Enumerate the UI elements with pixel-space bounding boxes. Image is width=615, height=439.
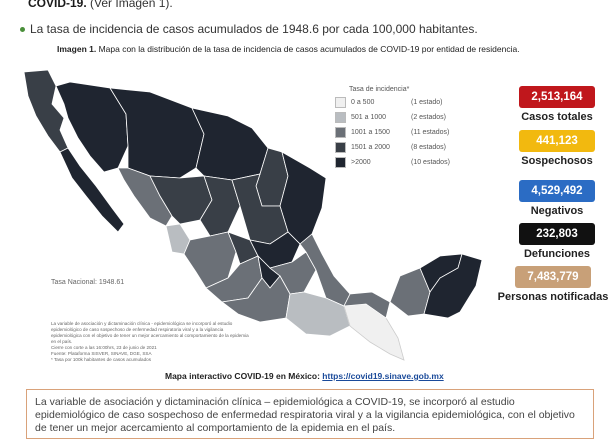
- legend-item: 501 a 1000 (2 estados): [335, 110, 450, 125]
- legend-swatch: [335, 97, 346, 108]
- legend-count: (2 estados): [411, 114, 447, 121]
- mexico-incidence-map: [23, 69, 483, 361]
- legend-range: 0 a 500: [351, 99, 375, 106]
- legend-range: 1001 a 1500: [351, 129, 390, 136]
- note-line: epidemiológico de caso sospechoso de enf…: [51, 327, 224, 332]
- stat-sospechosos: 441,123 Sospechosos: [507, 130, 607, 167]
- footer-note-box: La variable de asociación y dictaminació…: [26, 389, 594, 439]
- legend-swatch: [335, 112, 346, 123]
- legend-item: >2000 (10 estados): [335, 155, 450, 170]
- stat-label: Casos totales: [521, 111, 593, 123]
- stat-negativos: 4,529,492 Negativos: [507, 180, 607, 217]
- stat-label: Personas notificadas: [497, 291, 609, 303]
- map-state-quintana-roo: [423, 253, 483, 319]
- caption-label: Imagen 1.: [57, 44, 97, 54]
- legend-title: Tasa de incidencia*: [349, 86, 410, 93]
- intro-line: COVID-19. (Ver Imagen 1).: [28, 0, 173, 10]
- stat-value: 4,529,492: [519, 180, 595, 202]
- map-state-sonora: [55, 81, 129, 173]
- note-line: La variable de asociación y dictaminació…: [51, 321, 233, 326]
- figure-caption: Imagen 1. Mapa con la distribución de la…: [57, 44, 520, 54]
- note-line: Cierre con corte a las 16:00hrs, 23 de j…: [51, 345, 157, 350]
- legend-swatch: [335, 157, 346, 168]
- map-state-baja-california: [23, 69, 69, 153]
- stat-label: Sospechosos: [521, 155, 593, 167]
- legend-swatch: [335, 142, 346, 153]
- note-line: * Tasa por 100k habitantes de casos acum…: [51, 357, 152, 362]
- stat-casos-totales: 2,513,164 Casos totales: [507, 86, 607, 123]
- legend-item: 0 a 500 (1 estado): [335, 95, 450, 110]
- stat-value: 441,123: [519, 130, 595, 152]
- incidence-text: La tasa de incidencia de casos acumulado…: [30, 22, 478, 36]
- national-rate: Tasa Nacional: 1948.61: [51, 279, 125, 286]
- map-notes: La variable de asociación y dictaminació…: [51, 321, 251, 363]
- caption-text: Mapa con la distribución de la tasa de i…: [96, 44, 520, 54]
- map-legend: Tasa de incidencia* 0 a 500 (1 estado) 50…: [335, 86, 450, 170]
- interactive-map-line: Mapa interactivo COVID-19 en México: htt…: [165, 371, 444, 381]
- legend-range: 501 a 1000: [351, 114, 387, 121]
- stat-value: 2,513,164: [519, 86, 595, 108]
- interactive-map-label: Mapa interactivo COVID-19 en México:: [165, 371, 323, 381]
- map-state-coahuila: [191, 107, 269, 181]
- bullet-dot-icon: [20, 27, 25, 33]
- legend-count: (8 estados): [411, 144, 447, 151]
- legend-count: (1 estado): [411, 99, 443, 106]
- legend-range: 1501 a 2000: [351, 144, 390, 151]
- map-state-guerrero: [220, 275, 291, 323]
- note-line: epidemiológica con el objetivo de tener …: [51, 333, 249, 344]
- legend-range: >2000: [351, 159, 371, 166]
- stat-defunciones: 232,803 Defunciones: [507, 223, 607, 260]
- stat-personas-notificadas: 7,483,779 Personas notificadas: [493, 266, 613, 303]
- interactive-map-link[interactable]: https://covid19.sinave.gob.mx: [322, 371, 444, 381]
- intro-bold: COVID-19.: [28, 0, 87, 10]
- map-state-chiapas: [343, 303, 405, 361]
- stat-label: Negativos: [530, 205, 584, 217]
- intro-rest: (Ver Imagen 1).: [86, 0, 173, 10]
- map-state-baja-california-sur: [59, 147, 125, 233]
- legend-swatch: [335, 127, 346, 138]
- stat-value: 7,483,779: [515, 266, 591, 288]
- incidence-bullet: La tasa de incidencia de casos acumulado…: [20, 22, 478, 36]
- stat-value: 232,803: [519, 223, 595, 245]
- note-line: Fuente: Plataforma SISVER, SINAVE, DGE, …: [51, 351, 152, 356]
- map-state-san-luis-potosi: [231, 173, 289, 245]
- legend-count: (11 estados): [411, 129, 450, 136]
- map-state-sinaloa: [117, 167, 173, 227]
- stat-label: Defunciones: [523, 248, 590, 260]
- legend-item: 1501 a 2000 (8 estados): [335, 140, 450, 155]
- footer-note-text: La variable de asociación y dictaminació…: [35, 396, 575, 434]
- legend-count: (10 estados): [411, 159, 450, 166]
- legend-item: 1001 a 1500 (11 estados): [335, 125, 450, 140]
